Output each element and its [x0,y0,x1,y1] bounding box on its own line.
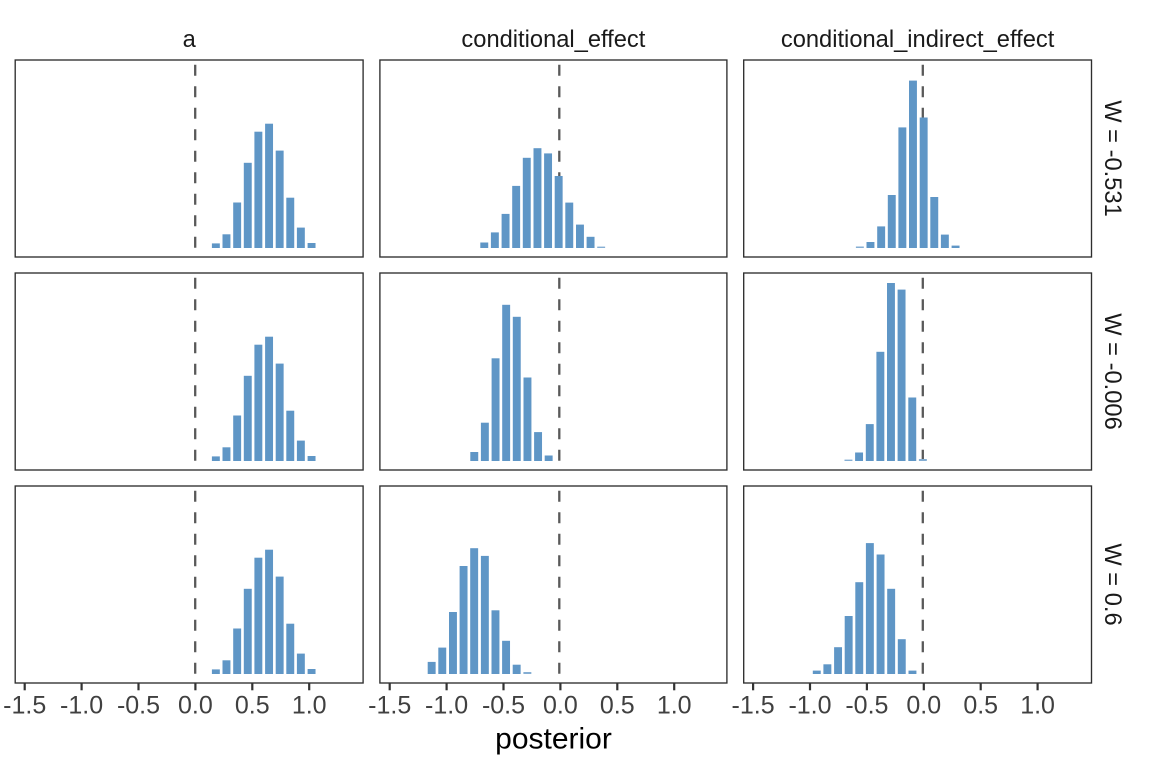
svg-text:1.0: 1.0 [292,692,327,720]
svg-text:-0.5: -0.5 [117,692,160,720]
svg-text:a: a [183,27,197,53]
svg-text:-1.0: -1.0 [425,692,468,720]
svg-text:conditional_effect: conditional_effect [461,27,645,53]
svg-text:W = -0.531: W = -0.531 [1099,100,1125,217]
svg-text:0.5: 0.5 [963,692,998,720]
svg-text:W = -0.006: W = -0.006 [1099,313,1125,430]
svg-text:0.5: 0.5 [600,692,635,720]
svg-text:conditional_indirect_effect: conditional_indirect_effect [781,27,1055,53]
svg-text:1.0: 1.0 [1020,692,1055,720]
svg-text:W = 0.6: W = 0.6 [1099,543,1125,625]
svg-text:-0.5: -0.5 [845,692,888,720]
svg-text:0.0: 0.0 [543,692,578,720]
svg-text:-0.5: -0.5 [482,692,525,720]
svg-text:0.5: 0.5 [235,692,270,720]
svg-text:0.0: 0.0 [906,692,941,720]
svg-text:0.0: 0.0 [178,692,213,720]
svg-text:1.0: 1.0 [657,692,692,720]
svg-text:-1.5: -1.5 [732,692,775,720]
svg-text:posterior: posterior [495,723,612,756]
svg-text:-1.0: -1.0 [60,692,103,720]
svg-text:-1.5: -1.5 [368,692,411,720]
svg-text:-1.5: -1.5 [3,692,46,720]
svg-text:-1.0: -1.0 [788,692,831,720]
